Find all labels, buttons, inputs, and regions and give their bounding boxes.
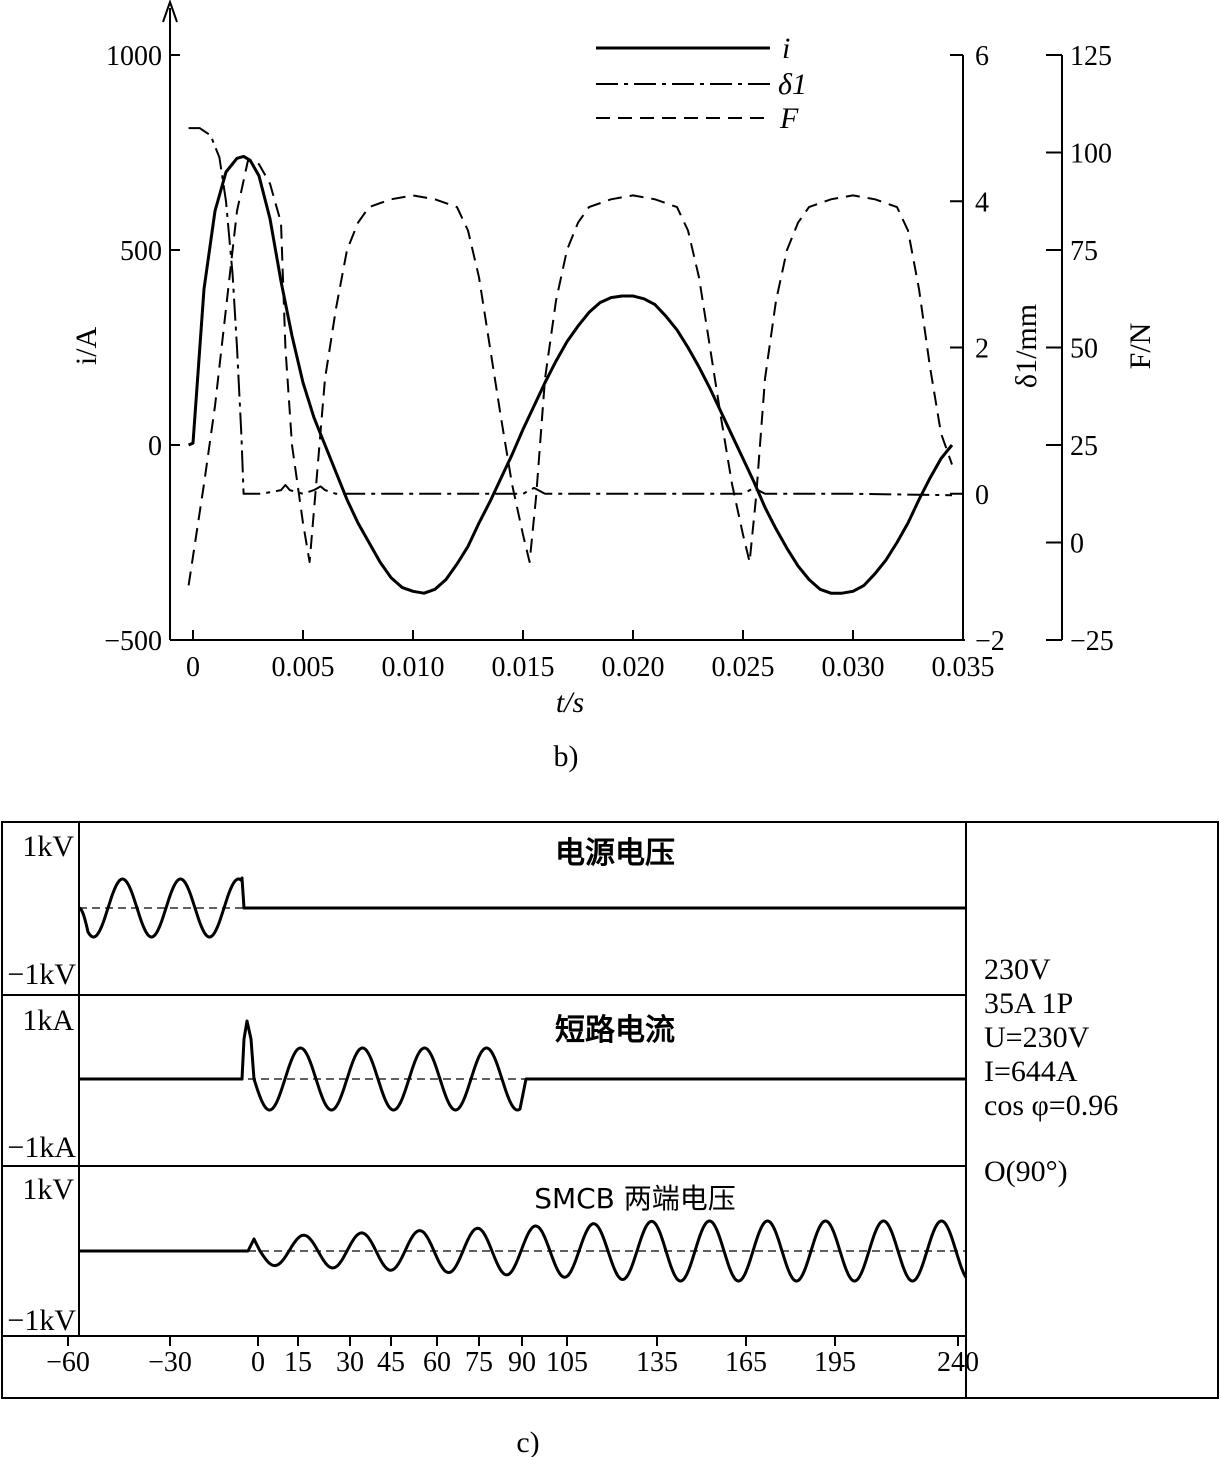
y-tick-label-F: −25 xyxy=(1070,626,1114,657)
c-x-tick-label: 105 xyxy=(546,1347,588,1378)
x-tick-label: 0.035 xyxy=(932,652,995,683)
series-line-i xyxy=(188,154,954,595)
annotation-breaker-rating: 35A 1P xyxy=(984,987,1073,1020)
chart-b: 0 0.005 0.010 0.015 0.020 0.025 0.030 0.035 −500… xyxy=(70,0,1157,773)
panel-1-top-label: 1kV xyxy=(22,830,74,863)
y-tick-label-F: 75 xyxy=(1070,236,1098,267)
chart-c-waveforms xyxy=(78,876,968,1283)
chart-c-caption: c) xyxy=(516,1426,539,1457)
panel-3-bottom-label: −1kV xyxy=(7,1304,76,1337)
y-tick-label-delta: 6 xyxy=(975,41,989,72)
annotation-voltage-rating: 230V xyxy=(984,953,1051,986)
x-tick-label: 0 xyxy=(186,652,200,683)
panel-2-title: 短路电流 xyxy=(555,1013,675,1048)
chart-b-ylabel-right-outer: F/N xyxy=(1124,323,1157,370)
c-x-tick-label: 240 xyxy=(937,1347,979,1378)
x-tick-label: 0.025 xyxy=(712,652,775,683)
chart-b-xlabel: t/s xyxy=(556,686,584,719)
c-x-tick-label: 45 xyxy=(377,1347,405,1378)
chart-c-outer-frame xyxy=(1,821,1219,1399)
left-axis-arrow xyxy=(162,0,178,23)
chart-c-x-ticks: −60 −30 0 15 30 45 60 75 90 105 135 165 195 240 xyxy=(46,1336,979,1378)
panel-2-bottom-label: −1kA xyxy=(7,1131,76,1164)
c-x-tick-label: 165 xyxy=(725,1347,767,1378)
x-tick-label: 0.010 xyxy=(382,652,445,683)
y-tick-label-left: 0 xyxy=(148,431,162,462)
chart-c-annotations: 230V 35A 1P U=230V I=644A cos φ=0.96 O(9… xyxy=(984,953,1118,1188)
y-tick-label-left: −500 xyxy=(104,626,162,657)
chart-b-ylabel-right-inner: δ1/mm xyxy=(1010,304,1043,388)
legend-label-F: F xyxy=(779,102,799,135)
annotation-operation: O(90°) xyxy=(984,1155,1068,1188)
panel-3-top-label: 1kV xyxy=(22,1173,74,1206)
legend-label-i: i xyxy=(782,32,790,65)
chart-b-legend: i δ1 F xyxy=(596,32,807,135)
x-tick-label: 0.020 xyxy=(602,652,665,683)
panel-3-title: SMCB 两端电压 xyxy=(534,1182,736,1215)
supply-voltage-waveform xyxy=(78,876,966,939)
chart-b-caption: b) xyxy=(554,740,579,773)
y-tick-label-F: 25 xyxy=(1070,431,1098,462)
chart-c: 1kV −1kV 1kA −1kA 1kV −1kV 电源电压 短路电流 SMC… xyxy=(1,821,1219,1457)
c-x-tick-label: 0 xyxy=(251,1347,265,1378)
series-line-delta1 xyxy=(188,127,953,497)
y-tick-label-left: 1000 xyxy=(106,41,162,72)
smcb-voltage-waveform xyxy=(79,1219,968,1283)
y-tick-label-F: 125 xyxy=(1070,41,1112,72)
y-tick-label-F: 50 xyxy=(1070,334,1098,365)
y-tick-label-left: 500 xyxy=(120,236,162,267)
y-tick-label-delta: 2 xyxy=(975,334,989,365)
y-tick-label-delta: −2 xyxy=(975,626,1005,657)
c-x-tick-label: −30 xyxy=(148,1347,192,1378)
panel-1-bottom-label: −1kV xyxy=(7,958,76,991)
c-x-tick-label: 30 xyxy=(336,1347,364,1378)
panel-2-top-label: 1kA xyxy=(22,1004,74,1037)
short-circuit-current-waveform xyxy=(79,1019,966,1112)
y-tick-label-F: 0 xyxy=(1070,529,1084,560)
chart-b-ticks: 0 0.005 0.010 0.015 0.020 0.025 0.030 0.035 −500… xyxy=(104,41,1114,683)
chart-b-series xyxy=(187,127,954,595)
chart-b-ylabel-left: i/A xyxy=(70,327,103,366)
c-x-tick-label: 135 xyxy=(636,1347,678,1378)
annotation-power-factor: cos φ=0.96 xyxy=(984,1089,1118,1122)
c-x-tick-label: 60 xyxy=(423,1347,451,1378)
y-tick-label-delta: 0 xyxy=(975,480,989,511)
x-tick-label: 0.005 xyxy=(272,652,335,683)
annotation-test-current: I=644A xyxy=(984,1055,1078,1088)
legend-label-delta1: δ1 xyxy=(778,68,807,101)
x-tick-label: 0.015 xyxy=(492,652,555,683)
c-x-tick-label: −60 xyxy=(46,1347,90,1378)
c-x-tick-label: 15 xyxy=(284,1347,312,1378)
x-tick-label: 0.030 xyxy=(822,652,885,683)
c-x-tick-label: 195 xyxy=(814,1347,856,1378)
y-tick-label-F: 100 xyxy=(1070,139,1112,170)
annotation-test-voltage: U=230V xyxy=(984,1021,1090,1054)
c-x-tick-label: 75 xyxy=(465,1347,493,1378)
chart-b-axes xyxy=(162,0,1063,641)
panel-1-title: 电源电压 xyxy=(555,836,675,871)
c-x-tick-label: 90 xyxy=(508,1347,536,1378)
y-tick-label-delta: 4 xyxy=(975,187,989,218)
series-line-F xyxy=(187,159,953,586)
